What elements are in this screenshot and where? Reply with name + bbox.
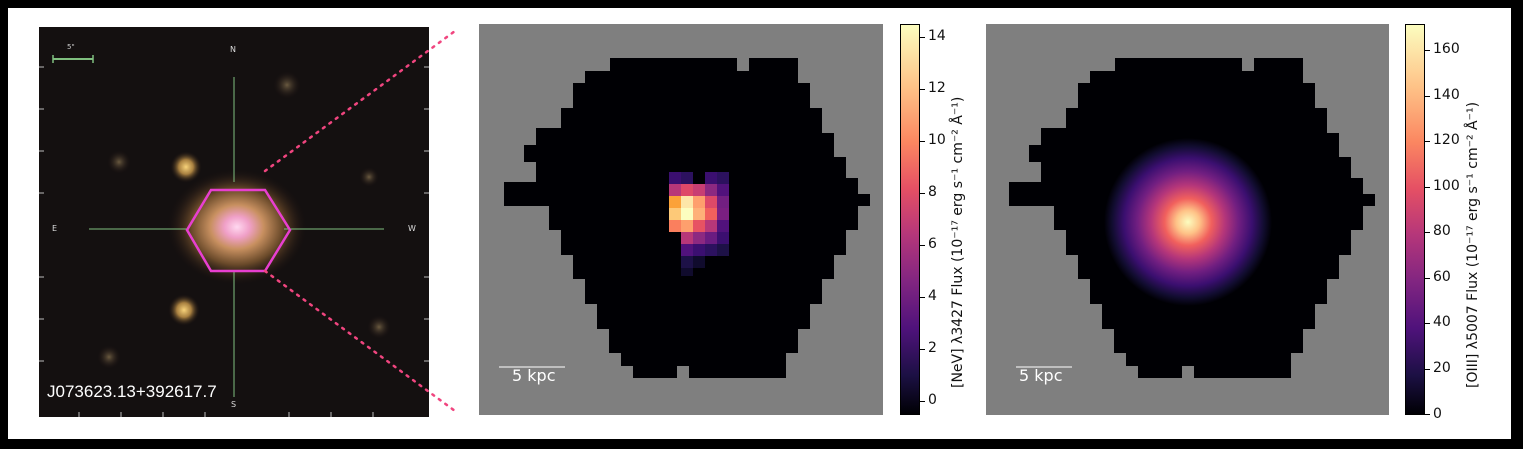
oiii-colorbar xyxy=(1405,24,1425,415)
oiii-emission xyxy=(1104,138,1272,306)
oiii-tick: 40 xyxy=(1433,314,1451,330)
oiii-tick: 80 xyxy=(1433,223,1451,239)
oiii-tick: 120 xyxy=(1433,132,1460,148)
nev-colorbar xyxy=(900,24,920,415)
optical-scale-label: 5" xyxy=(67,43,75,51)
zoom-connector xyxy=(263,29,457,413)
oiii-tick: 20 xyxy=(1433,360,1451,376)
oiii-flux-map xyxy=(986,24,1389,415)
oiii-tick: 0 xyxy=(1433,406,1442,422)
nev-map-panel: 5 kpc xyxy=(479,24,883,415)
compass-north: N xyxy=(230,45,236,54)
nev-colorbar-ticks: 0 2 4 6 8 10 12 14 xyxy=(920,8,950,439)
compass-south: S xyxy=(231,400,237,409)
nev-tick: 8 xyxy=(928,184,937,200)
oiii-tick: 60 xyxy=(1433,269,1451,285)
nev-tick: 10 xyxy=(928,132,946,148)
optical-image-panel: 5" N S E W J073623.13+392617.7 xyxy=(39,27,429,417)
nev-tick: 14 xyxy=(928,28,946,44)
compass-east: E xyxy=(52,224,58,233)
nev-tick: 2 xyxy=(928,340,937,356)
oiii-tick: 140 xyxy=(1433,87,1460,103)
oiii-map-panel: 5 kpc xyxy=(986,24,1389,415)
object-name: J073623.13+392617.7 xyxy=(47,382,217,401)
oiii-scalebar-label: 5 kpc xyxy=(1019,366,1063,385)
oiii-colorbar-ticks: 0 20 40 60 80 100 120 140 160 xyxy=(1425,8,1465,439)
optical-image xyxy=(39,27,429,417)
nev-emission xyxy=(669,172,729,276)
oiii-colorbar-label: [OIII] λ5007 Flux (10⁻¹⁷ erg s⁻¹ cm⁻² Å⁻… xyxy=(1465,101,1481,388)
compass-west: W xyxy=(408,224,416,233)
nev-scalebar-label: 5 kpc xyxy=(512,366,556,385)
oiii-tick: 160 xyxy=(1433,41,1460,57)
nev-flux-map xyxy=(479,24,883,415)
nev-colorbar-label: [NeV] λ3427 Flux (10⁻¹⁷ erg s⁻¹ cm⁻² Å⁻¹… xyxy=(950,96,966,388)
nev-tick: 12 xyxy=(928,80,946,96)
nev-tick: 6 xyxy=(928,236,937,252)
figure-frame: 5" N S E W J073623.13+392617.7 xyxy=(8,8,1511,439)
oiii-tick: 100 xyxy=(1433,178,1460,194)
nev-tick: 0 xyxy=(928,392,937,408)
nev-tick: 4 xyxy=(928,288,937,304)
